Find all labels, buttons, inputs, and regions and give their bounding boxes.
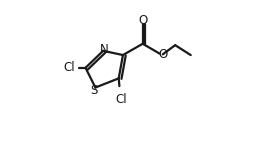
Text: S: S xyxy=(90,84,98,97)
Text: Cl: Cl xyxy=(115,93,127,106)
Text: O: O xyxy=(158,48,167,61)
Text: Cl: Cl xyxy=(63,61,75,74)
Text: O: O xyxy=(138,14,147,27)
Text: N: N xyxy=(100,43,109,56)
